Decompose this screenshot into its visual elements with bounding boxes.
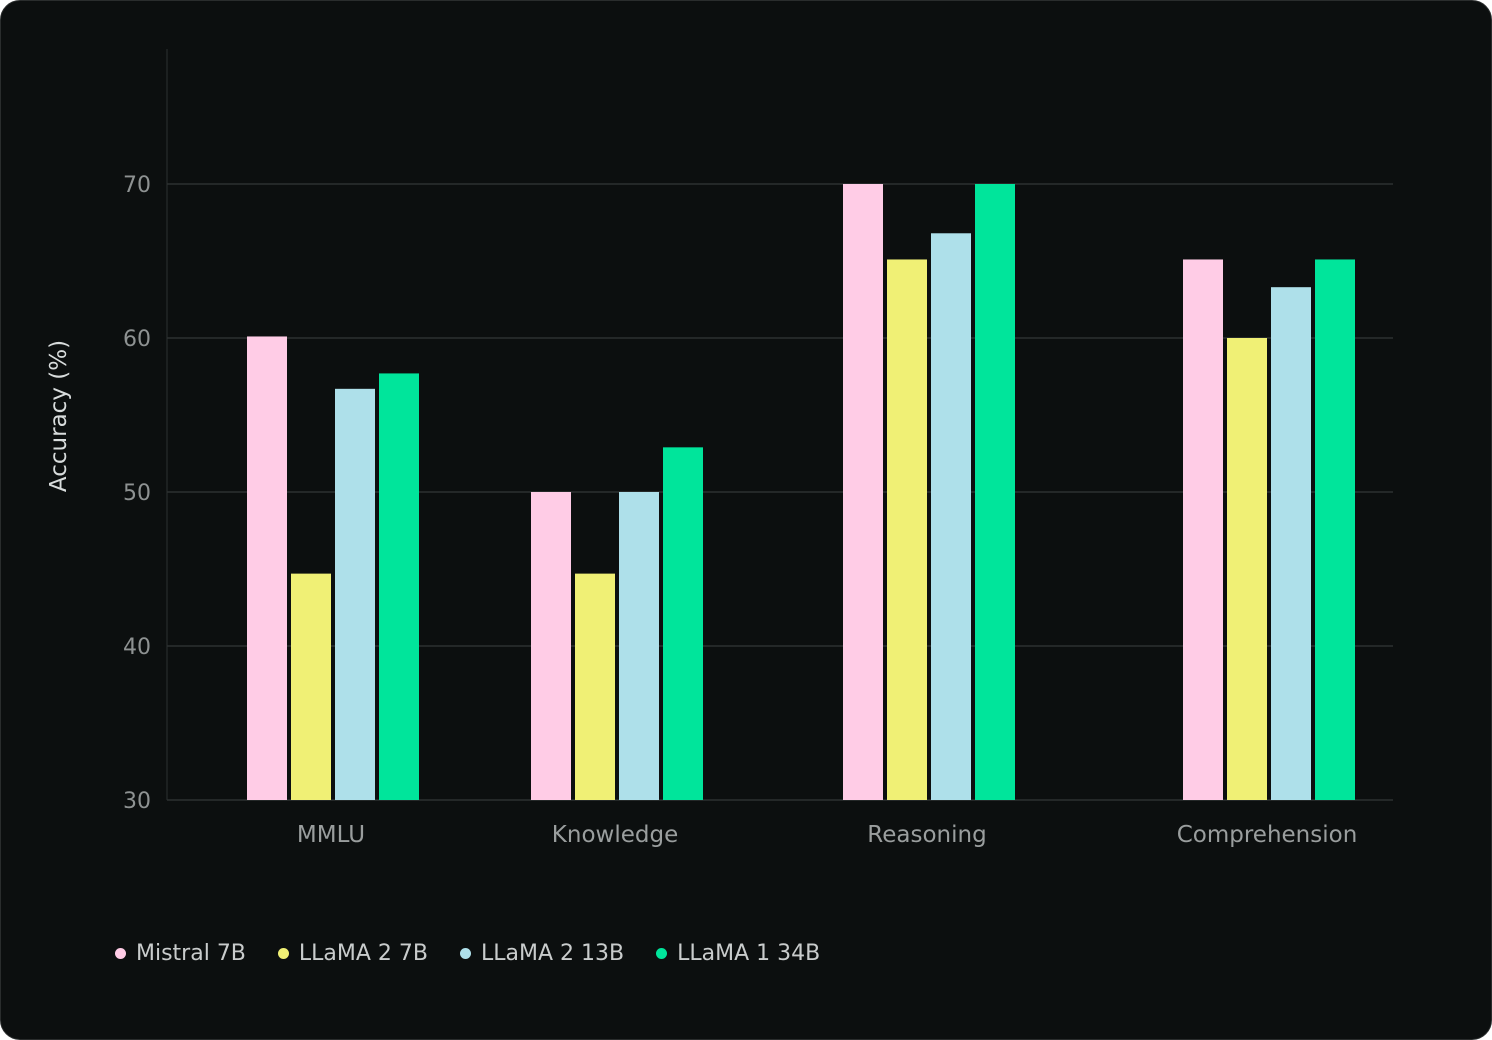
y-tick-label: 30 xyxy=(123,789,151,814)
x-tick-label: Reasoning xyxy=(867,822,986,848)
bar xyxy=(379,373,419,800)
legend-marker xyxy=(656,948,668,959)
y-tick-label: 70 xyxy=(123,173,151,198)
legend-marker xyxy=(460,948,472,959)
bar xyxy=(531,492,571,800)
legend: Mistral 7B LLaMA 2 7B LLaMA 2 13B LLaMA 1 3… xyxy=(115,941,820,966)
legend-marker xyxy=(115,948,126,959)
bar xyxy=(247,336,287,800)
bar xyxy=(975,184,1015,800)
x-tick-label: Comprehension xyxy=(1177,822,1358,848)
x-tick-label: Knowledge xyxy=(552,822,678,848)
legend-item: Mistral 7B xyxy=(115,941,246,966)
bar xyxy=(619,492,659,800)
bar xyxy=(291,573,331,800)
legend-item: LLaMA 2 7B xyxy=(277,941,429,966)
bar xyxy=(931,233,971,800)
bar xyxy=(1183,259,1223,801)
legend-item: LLaMA 2 13B xyxy=(460,941,624,966)
legend-label: LLaMA 2 13B xyxy=(481,941,625,966)
bar xyxy=(1271,287,1311,800)
y-tick-label: 50 xyxy=(123,481,151,506)
legend-label: Mistral 7B xyxy=(136,941,246,966)
legend-marker xyxy=(277,948,289,959)
bar xyxy=(1227,338,1267,800)
bar xyxy=(1315,259,1355,801)
y-axis-label: Accuracy (%) xyxy=(46,340,72,492)
bar xyxy=(335,388,375,800)
legend-label: LLaMA 1 34B xyxy=(677,941,821,966)
y-tick-label: 60 xyxy=(123,327,151,352)
bar xyxy=(887,259,927,801)
y-tick-label: 40 xyxy=(123,635,151,660)
x-tick-label: MMLU xyxy=(297,822,365,848)
legend-label: LLaMA 2 7B xyxy=(298,941,429,966)
bar xyxy=(575,573,615,800)
bar xyxy=(843,184,883,800)
bar xyxy=(663,447,703,800)
legend-item: LLaMA 1 34B xyxy=(656,941,820,966)
